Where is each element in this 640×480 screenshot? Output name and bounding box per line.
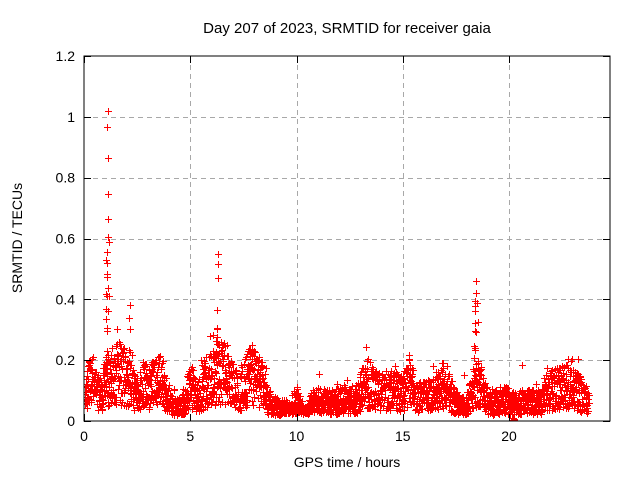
x-tick-label-20: 20 (501, 428, 517, 444)
y-axis-label: SRMTID / TECUs (9, 183, 25, 293)
x-tick-label-15: 15 (395, 428, 411, 444)
plot-frame-border (83, 55, 611, 422)
gridlines (84, 56, 610, 421)
x-tick-label-10: 10 (289, 428, 305, 444)
y-tick-label-0.6: 0.6 (56, 231, 76, 247)
x-axis-tick-labels: 0 5 10 15 20 (80, 428, 517, 444)
x-tick-label-0: 0 (80, 428, 88, 444)
y-tick-label-0: 0 (67, 413, 75, 429)
y-tick-label-1: 1 (67, 109, 75, 125)
y-tick-label-0.8: 0.8 (56, 170, 76, 186)
y-tick-label-0.4: 0.4 (56, 291, 76, 307)
chart-title: Day 207 of 2023, SRMTID for receiver gai… (203, 20, 491, 37)
axis-tick-marks (84, 56, 610, 422)
x-axis-label: GPS time / hours (294, 454, 401, 470)
data-points-plus-markers (84, 108, 593, 421)
x-tick-label-5: 5 (186, 428, 194, 444)
y-tick-label-0.2: 0.2 (56, 352, 76, 368)
y-axis-tick-labels: 0 0.2 0.4 0.6 0.8 1 1.2 (56, 48, 76, 429)
y-tick-label-1.2: 1.2 (56, 48, 76, 64)
scatter-points-group (84, 108, 593, 421)
